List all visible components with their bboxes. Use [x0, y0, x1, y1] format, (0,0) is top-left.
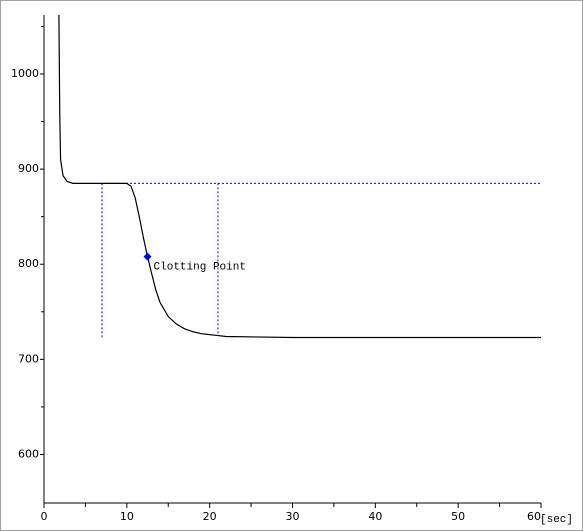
x-tick-label: 50: [451, 510, 465, 523]
data-line: [58, 14, 541, 339]
x-tick-label: 0: [41, 510, 48, 523]
y-tick-label: 900: [18, 162, 39, 175]
x-tick-label: 30: [286, 510, 300, 523]
x-unit: [sec]: [540, 514, 573, 526]
x-tick-label: 10: [120, 510, 134, 523]
clotting-marker: [143, 252, 152, 261]
annotation-label: Clotting Point: [154, 262, 246, 274]
y-tick-label: 600: [18, 447, 39, 460]
x-tick-label: 40: [368, 510, 382, 523]
x-tick-label: 60: [527, 510, 541, 523]
x-tick-label: 20: [203, 510, 217, 523]
y-tick-label: 1000: [11, 67, 39, 80]
y-tick-label: 800: [18, 257, 39, 270]
y-tick-label: 700: [18, 352, 39, 365]
